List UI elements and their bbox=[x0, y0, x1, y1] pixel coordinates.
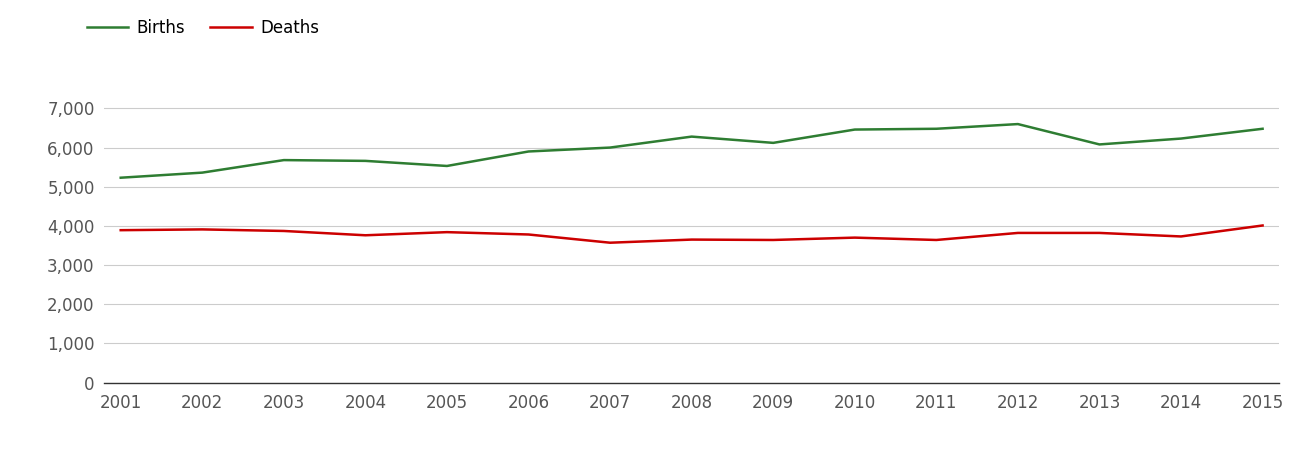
Births bbox=[1091, 142, 1107, 147]
Deaths bbox=[438, 230, 454, 235]
Births bbox=[765, 140, 780, 145]
Deaths bbox=[358, 233, 373, 238]
Births bbox=[275, 158, 291, 163]
Deaths bbox=[112, 228, 128, 233]
Deaths bbox=[194, 227, 210, 232]
Deaths bbox=[1254, 223, 1270, 228]
Births bbox=[602, 145, 617, 150]
Line: Births: Births bbox=[120, 124, 1262, 178]
Deaths bbox=[275, 228, 291, 234]
Births bbox=[438, 163, 454, 169]
Births bbox=[1254, 126, 1270, 131]
Births bbox=[928, 126, 944, 131]
Deaths bbox=[521, 232, 536, 237]
Births bbox=[358, 158, 373, 164]
Births bbox=[1010, 122, 1026, 127]
Births bbox=[1173, 136, 1189, 141]
Deaths bbox=[928, 237, 944, 243]
Births bbox=[112, 175, 128, 180]
Deaths bbox=[602, 240, 617, 245]
Deaths bbox=[684, 237, 699, 242]
Births bbox=[847, 127, 863, 132]
Births bbox=[194, 170, 210, 176]
Deaths bbox=[765, 237, 780, 243]
Line: Deaths: Deaths bbox=[120, 225, 1262, 243]
Deaths bbox=[1173, 234, 1189, 239]
Births bbox=[684, 134, 699, 140]
Legend: Births, Deaths: Births, Deaths bbox=[80, 13, 326, 44]
Births bbox=[521, 149, 536, 154]
Deaths bbox=[847, 235, 863, 240]
Deaths bbox=[1091, 230, 1107, 236]
Deaths bbox=[1010, 230, 1026, 236]
